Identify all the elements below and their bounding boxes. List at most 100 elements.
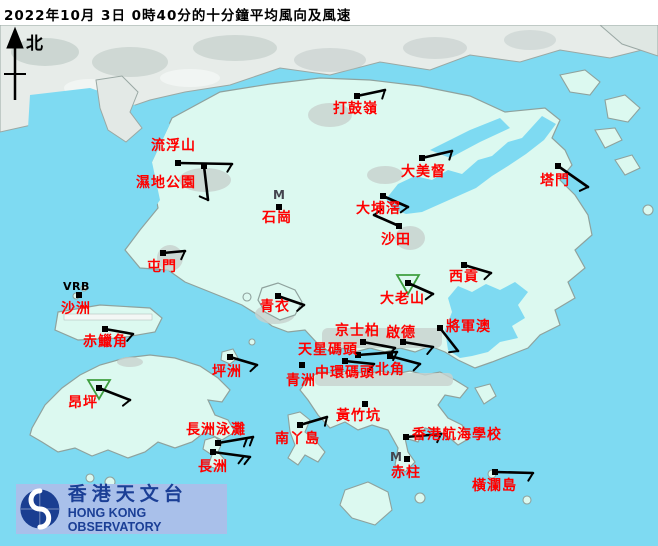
station-dot[interactable] [215, 440, 221, 446]
station-shek-kong[interactable] [276, 204, 282, 210]
station-dot[interactable] [201, 163, 207, 169]
station-tai-mei-tuk[interactable] [419, 149, 454, 161]
station-label-chek-lap-kok[interactable]: 赤鱲角 [83, 334, 128, 350]
station-label-lau-fau-shan[interactable]: 流浮山 [151, 138, 196, 154]
station-flag-m-shek-kong: M [273, 188, 285, 202]
station-sha-chau[interactable] [76, 292, 82, 298]
wind-barb-shaft [228, 355, 259, 367]
station-label-green-island[interactable]: 青洲 [286, 373, 316, 389]
station-tates-cairn[interactable] [395, 274, 435, 301]
station-dot[interactable] [404, 456, 410, 462]
station-dot[interactable] [354, 93, 360, 99]
wind-barb-feather [226, 163, 233, 173]
stations-layer [76, 88, 590, 482]
station-label-shek-kong[interactable]: 石崗 [262, 210, 292, 226]
station-label-cheung-chau-beach[interactable]: 長洲泳灘 [186, 422, 246, 438]
station-tseung-kwan-o[interactable] [437, 325, 460, 354]
station-ngong-ping[interactable] [86, 379, 132, 407]
station-label-peng-chau[interactable]: 坪洲 [212, 364, 242, 380]
wind-barb-shaft [438, 326, 460, 353]
station-ta-kwu-ling[interactable] [354, 88, 387, 100]
station-dot[interactable] [437, 325, 443, 331]
station-dot[interactable] [492, 469, 498, 475]
station-dot[interactable] [555, 163, 561, 169]
station-dot[interactable] [400, 339, 406, 345]
station-dot[interactable] [297, 422, 303, 428]
station-tsing-yi[interactable] [275, 293, 306, 312]
station-tuen-mun[interactable] [160, 249, 187, 261]
station-kai-tak[interactable] [400, 339, 435, 355]
station-dot[interactable] [96, 385, 102, 391]
station-label-sha-chau[interactable]: 沙洲 [61, 301, 91, 317]
station-dot[interactable] [405, 280, 411, 286]
station-dot[interactable] [360, 339, 366, 345]
station-sha-tin[interactable] [372, 208, 402, 229]
station-tap-mun[interactable] [555, 163, 590, 192]
station-label-sai-kung[interactable]: 西貢 [449, 269, 479, 285]
station-green-island[interactable] [299, 362, 305, 368]
wind-barb-feather [483, 272, 492, 281]
station-label-tai-po-kau[interactable]: 大埔滘 [356, 201, 401, 217]
station-label-stanley[interactable]: 赤柱 [391, 465, 421, 481]
station-dot[interactable] [275, 293, 281, 299]
station-dot[interactable] [102, 326, 108, 332]
station-label-lamma-island[interactable]: 南丫島 [275, 431, 320, 447]
station-dot[interactable] [362, 401, 368, 407]
station-north-point[interactable] [387, 353, 422, 372]
station-dot[interactable] [227, 354, 233, 360]
station-dot[interactable] [210, 449, 216, 455]
station-label-tap-mun[interactable]: 塔門 [540, 173, 570, 189]
hko-logo[interactable]: 香港天文台 HONG KONG OBSERVATORY [16, 483, 227, 534]
station-cheung-chau-beach[interactable] [215, 435, 255, 448]
station-label-waglan-island[interactable]: 橫瀾島 [472, 478, 517, 494]
station-dot[interactable] [461, 262, 467, 268]
port-shelter-water [445, 282, 528, 358]
station-label-cheung-chau[interactable]: 長洲 [198, 459, 228, 475]
station-label-tseung-kwan-o[interactable]: 將軍澳 [446, 319, 491, 335]
station-dot[interactable] [342, 358, 348, 364]
station-dot[interactable] [396, 223, 402, 229]
station-label-sha-tin[interactable]: 沙田 [381, 232, 411, 248]
station-label-north-point[interactable]: 北角 [375, 362, 405, 378]
wind-barb-feather [243, 456, 251, 466]
station-label-tates-cairn[interactable]: 大老山 [380, 291, 425, 307]
station-sai-kung[interactable] [461, 262, 493, 281]
station-cheung-chau[interactable] [210, 449, 252, 466]
station-label-central-pier[interactable]: 中環碼頭 [315, 365, 375, 381]
station-peng-chau[interactable] [227, 354, 259, 373]
station-dot[interactable] [387, 353, 393, 359]
station-label-kai-tak[interactable]: 啟德 [386, 325, 416, 341]
station-label-tsing-yi[interactable]: 青衣 [260, 299, 290, 315]
station-dot[interactable] [160, 250, 166, 256]
station-label-wong-chuk-hang[interactable]: 黃竹坑 [336, 408, 381, 424]
station-dot[interactable] [380, 193, 386, 199]
station-wetland-park[interactable] [198, 163, 210, 202]
station-label-ta-kwu-ling[interactable]: 打鼓嶺 [333, 101, 378, 117]
station-label-ngong-ping[interactable]: 昂坪 [68, 395, 98, 411]
station-flag-m-stanley: M [390, 450, 402, 464]
station-label-sea-school[interactable]: 香港航海學校 [412, 427, 502, 443]
station-dot[interactable] [403, 434, 409, 440]
station-tai-po-kau[interactable] [380, 193, 410, 214]
station-label-kings-park[interactable]: 京士柏 [335, 323, 380, 339]
station-wong-chuk-hang[interactable] [362, 401, 368, 407]
station-chek-lap-kok[interactable] [102, 326, 135, 342]
station-central-pier[interactable] [342, 358, 376, 373]
station-dot[interactable] [276, 204, 282, 210]
wind-barb-shaft [97, 386, 132, 402]
station-dot[interactable] [299, 362, 305, 368]
station-label-star-ferry[interactable]: 天星碼頭 [298, 342, 358, 358]
station-label-tai-mei-tuk[interactable]: 大美督 [401, 164, 446, 180]
wind-barb-feather [426, 346, 434, 355]
tsing-yi-island [257, 282, 303, 321]
station-stanley[interactable] [404, 456, 410, 462]
station-dot[interactable] [76, 292, 82, 298]
station-lamma-island[interactable] [297, 415, 329, 428]
station-dot[interactable] [419, 155, 425, 161]
station-label-tuen-mun[interactable]: 屯門 [147, 259, 177, 275]
station-sea-school[interactable] [403, 432, 443, 444]
station-waglan-island[interactable] [492, 469, 535, 482]
station-dot[interactable] [175, 160, 181, 166]
station-label-wetland-park[interactable]: 濕地公園 [136, 175, 196, 191]
station-dot[interactable] [355, 352, 361, 358]
